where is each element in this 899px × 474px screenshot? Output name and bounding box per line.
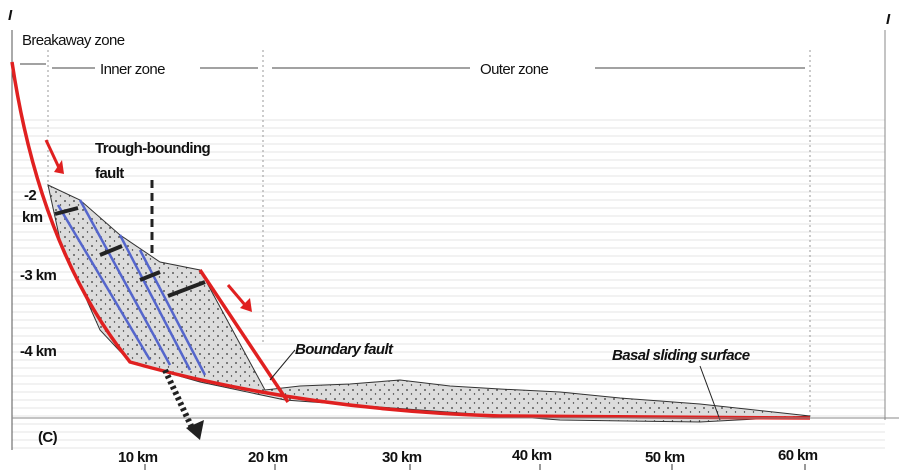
zone-label: Breakaway zone [22,32,125,49]
slip-arrow [226,284,247,306]
boundary-fault [198,269,290,403]
slip-arrow [54,160,64,174]
slip-arrow [240,298,252,312]
marker: I [886,11,891,28]
depth-label: km [22,209,43,226]
zone-label: Inner zone [100,61,165,78]
fault-label: Boundary fault [295,341,394,358]
panel-label: (C) [38,429,58,446]
x-ticks [144,464,806,470]
trough-label: fault [95,165,124,182]
surface-label: Basal sliding surface [612,347,750,364]
down-arrow [162,368,196,432]
depth-label: -2 [24,187,36,204]
distance-label: 30 km [382,449,422,466]
distance-label: 10 km [118,449,158,466]
distance-label: 60 km [778,447,818,464]
distance-label: 20 km [248,449,288,466]
basal-surface [10,61,811,420]
internal-faults [56,199,207,376]
slip-arrow [44,139,62,171]
down-arrow [186,420,204,440]
distance-label: 50 km [645,449,685,466]
zone-arrows [20,63,805,69]
leader-lines [269,349,721,421]
depth-label: -4 km [20,343,56,360]
distance-label: 40 km [512,447,552,464]
marker: I [8,7,13,24]
marker-beds [54,206,206,298]
depth-label: -3 km [20,267,56,284]
trough-label: Trough-bounding [95,140,211,157]
zone-label: Outer zone [480,61,548,78]
